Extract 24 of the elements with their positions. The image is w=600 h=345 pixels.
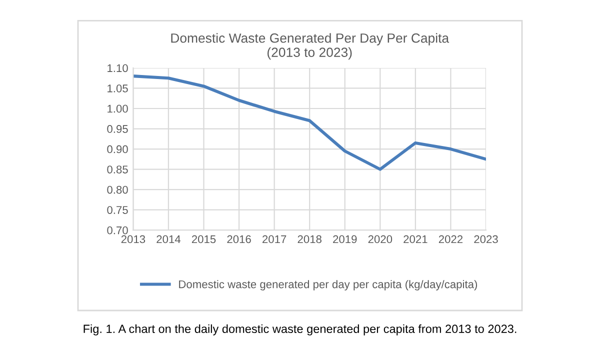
y-tick-label: 1.00 [108,104,128,113]
x-tick-label: 2014 [156,235,181,244]
x-tick-label: 2023 [474,235,498,244]
x-tick-label: 2019 [333,235,357,244]
x-tick-label: 2021 [404,235,428,244]
chart-title: Domestic Waste Generated Per Day Per Capita (2013 to 2023) [171,33,450,60]
y-tick-label: 0.95 [107,125,128,133]
y-tick-label: 0.70 [107,226,128,234]
x-tick-label: 2017 [262,235,286,244]
x-tick-label: 2018 [298,235,322,244]
legend-label: Domestic waste generated per day per capita (kg/day/capita) [179,280,478,290]
line-series [133,74,486,171]
x-tick-label: 2020 [368,235,392,244]
y-tick-label: 0.80 [107,186,128,194]
y-tick-label: 1.10 [108,64,128,72]
x-tick-label: 2013 [121,235,146,244]
x-tick-label: 2016 [227,235,251,244]
x-tick-label: 2022 [438,235,463,244]
caption: Fig. 1. A chart on the daily domestic waste generated per capita from 2013 to 2023. [84,324,516,336]
y-tick-label: 0.85 [107,166,128,174]
y-tick-label: 1.05 [108,84,128,92]
x-tick-label: 2015 [192,235,216,244]
y-tick-label: 0.75 [107,206,128,214]
y-tick-label: 0.90 [107,145,128,154]
